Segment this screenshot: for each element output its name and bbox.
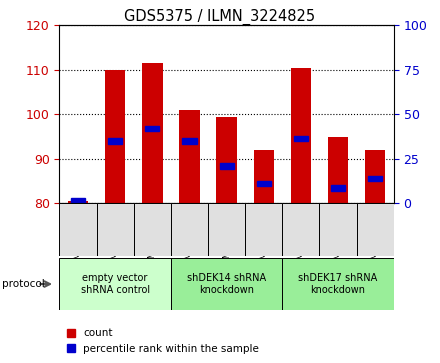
Bar [328,136,348,203]
Bar [108,138,122,144]
Bar [105,70,125,203]
Bar [59,203,96,256]
Bar [331,185,345,191]
Bar [291,68,311,203]
Bar [71,198,85,203]
Bar [220,163,234,168]
Bar [257,181,271,186]
Bar [294,136,308,141]
Bar [253,150,274,203]
Bar [142,63,162,203]
Text: GDS5375 / ILMN_3224825: GDS5375 / ILMN_3224825 [125,9,315,25]
Legend: count, percentile rank within the sample: count, percentile rank within the sample [62,324,263,358]
Bar [357,203,394,256]
Bar [145,126,159,131]
Bar [282,203,319,256]
Bar [183,138,197,144]
Text: empty vector
shRNA control: empty vector shRNA control [81,273,150,295]
Text: shDEK14 shRNA
knockdown: shDEK14 shRNA knockdown [187,273,266,295]
Bar [171,203,208,256]
Bar [68,201,88,203]
Bar [216,117,237,203]
Bar [134,203,171,256]
Bar [96,203,134,256]
Bar [208,203,245,256]
Bar [368,176,382,181]
Bar [171,258,282,310]
Bar [365,150,385,203]
Bar [245,203,282,256]
Bar [319,203,357,256]
Bar [59,258,171,310]
Text: protocol: protocol [2,279,45,289]
Bar [179,110,200,203]
Bar [282,258,394,310]
Text: shDEK17 shRNA
knockdown: shDEK17 shRNA knockdown [298,273,378,295]
